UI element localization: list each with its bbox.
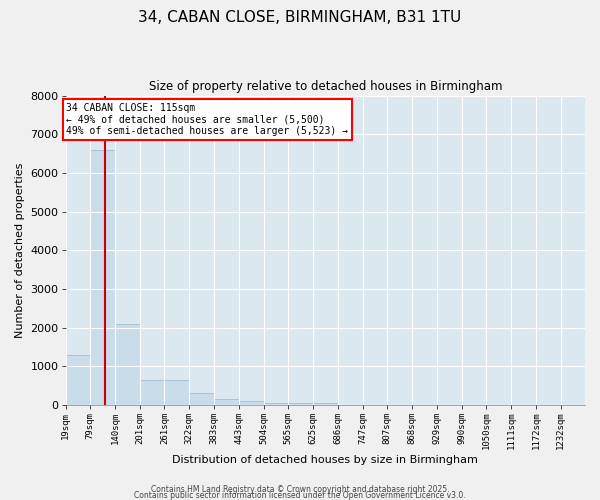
Bar: [189, 393, 214, 405]
Bar: [313, 403, 338, 405]
Bar: [90, 150, 115, 405]
Bar: [140, 380, 164, 405]
X-axis label: Distribution of detached houses by size in Birmingham: Distribution of detached houses by size …: [172, 455, 478, 465]
Text: 34, CABAN CLOSE, BIRMINGHAM, B31 1TU: 34, CABAN CLOSE, BIRMINGHAM, B31 1TU: [139, 10, 461, 25]
Bar: [289, 403, 313, 405]
Text: Contains HM Land Registry data © Crown copyright and database right 2025.: Contains HM Land Registry data © Crown c…: [151, 485, 449, 494]
Bar: [115, 324, 140, 405]
Bar: [239, 402, 263, 405]
Bar: [263, 403, 289, 405]
Text: Contains public sector information licensed under the Open Government Licence v3: Contains public sector information licen…: [134, 491, 466, 500]
Text: 34 CABAN CLOSE: 115sqm
← 49% of detached houses are smaller (5,500)
49% of semi-: 34 CABAN CLOSE: 115sqm ← 49% of detached…: [67, 104, 349, 136]
Bar: [164, 380, 189, 405]
Bar: [65, 354, 90, 405]
Title: Size of property relative to detached houses in Birmingham: Size of property relative to detached ho…: [149, 80, 502, 93]
Y-axis label: Number of detached properties: Number of detached properties: [15, 162, 25, 338]
Bar: [214, 399, 239, 405]
